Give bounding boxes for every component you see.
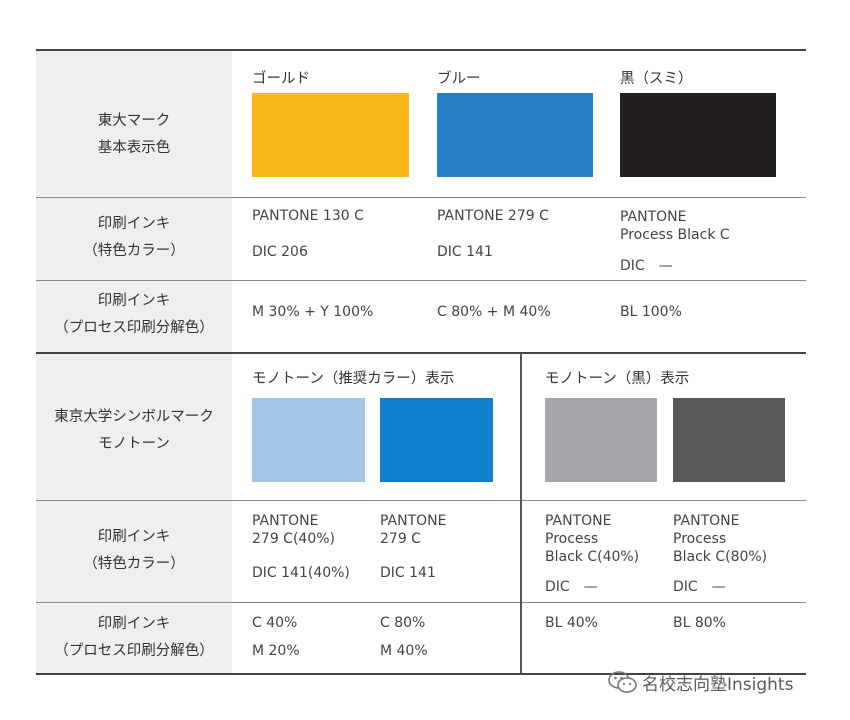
process-blue-40-c: C 40% xyxy=(252,615,298,631)
swatch-blue-40 xyxy=(252,398,365,482)
row-label-line: モノトーン xyxy=(98,436,170,452)
swatch-gold xyxy=(252,93,409,177)
dic-blue-100: DIC 141 xyxy=(380,565,436,581)
row-label-line: 東大マーク xyxy=(97,113,171,129)
dic-blue: DIC 141 xyxy=(437,244,493,260)
row-label-spot-ink: 印刷インキ （特色カラー） xyxy=(36,211,232,265)
swatch-blue xyxy=(437,93,593,177)
pantone-black-80: PANTONE Process Black C(80%) xyxy=(673,513,768,565)
table-top-rule xyxy=(36,49,806,51)
process-blue-100-m: M 40% xyxy=(380,643,428,659)
row-label-spot-ink: 印刷インキ （特色カラー） xyxy=(36,524,232,578)
row-label-line: 基本表示色 xyxy=(97,140,171,156)
pantone-blue: PANTONE 279 C xyxy=(437,208,549,224)
process-blue-40-m: M 20% xyxy=(252,643,300,659)
row-label-process-ink: 印刷インキ （プロセス印刷分解色） xyxy=(36,611,232,665)
swatch-black-80 xyxy=(673,398,785,482)
row-label-monotone-symbol: 東京大学シンボルマーク モノトーン xyxy=(36,404,232,458)
process-gold: M 30% + Y 100% xyxy=(252,304,374,320)
row-divider xyxy=(36,197,806,198)
row-label-basic-colors: 東大マーク 基本表示色 xyxy=(36,108,232,162)
swatch-black xyxy=(620,93,776,177)
row-divider xyxy=(36,280,806,281)
row-label-line: （プロセス印刷分解色） xyxy=(54,320,214,336)
header-monotone-black: モノトーン（黒）表示 xyxy=(545,371,690,387)
pantone-black-40: PANTONE Process Black C(40%) xyxy=(545,513,640,565)
row-label-line: （プロセス印刷分解色） xyxy=(54,643,214,659)
header-monotone-recommended: モノトーン（推奨カラー）表示 xyxy=(252,371,455,387)
table-bottom-rule xyxy=(36,673,806,675)
column-header-black: 黒（スミ） xyxy=(620,71,693,87)
row-label-line: 東京大学シンボルマーク xyxy=(54,409,214,425)
row-label-line: （特色カラー） xyxy=(83,556,185,572)
wechat-icon xyxy=(608,670,638,694)
pantone-blue-40: PANTONE 279 C(40%) xyxy=(252,513,335,547)
process-blue-100-c: C 80% xyxy=(380,615,426,631)
process-black: BL 100% xyxy=(620,304,682,320)
swatch-blue-100 xyxy=(380,398,493,482)
row-label-line: 印刷インキ xyxy=(97,616,171,632)
pantone-gold: PANTONE 130 C xyxy=(252,208,364,224)
process-black-40: BL 40% xyxy=(545,615,598,631)
column-header-blue: ブルー xyxy=(437,71,481,87)
dic-black-40: DIC — xyxy=(545,579,598,595)
column-divider xyxy=(520,353,522,674)
dic-black: DIC — xyxy=(620,258,673,274)
label-column-bg-bottom xyxy=(36,354,232,674)
dic-blue-40: DIC 141(40%) xyxy=(252,565,350,581)
row-label-line: （特色カラー） xyxy=(83,243,185,259)
dic-gold: DIC 206 xyxy=(252,244,308,260)
row-divider xyxy=(36,500,806,501)
row-divider xyxy=(36,602,806,603)
row-label-line: 印刷インキ xyxy=(97,529,171,545)
row-label-line: 印刷インキ xyxy=(97,293,171,309)
row-label-process-ink: 印刷インキ （プロセス印刷分解色） xyxy=(36,288,232,342)
swatch-black-40 xyxy=(545,398,657,482)
column-header-gold: ゴールド xyxy=(252,71,310,87)
label-column-bg-top xyxy=(36,51,232,352)
row-label-line: 印刷インキ xyxy=(97,216,171,232)
pantone-black: PANTONE Process Black C xyxy=(620,209,730,243)
dic-black-80: DIC — xyxy=(673,579,726,595)
process-black-80: BL 80% xyxy=(673,615,726,631)
watermark-text: 名校志向塾Insights xyxy=(642,675,794,695)
section-divider xyxy=(36,352,806,354)
pantone-blue-100: PANTONE 279 C xyxy=(380,513,447,547)
process-blue: C 80% + M 40% xyxy=(437,304,551,320)
